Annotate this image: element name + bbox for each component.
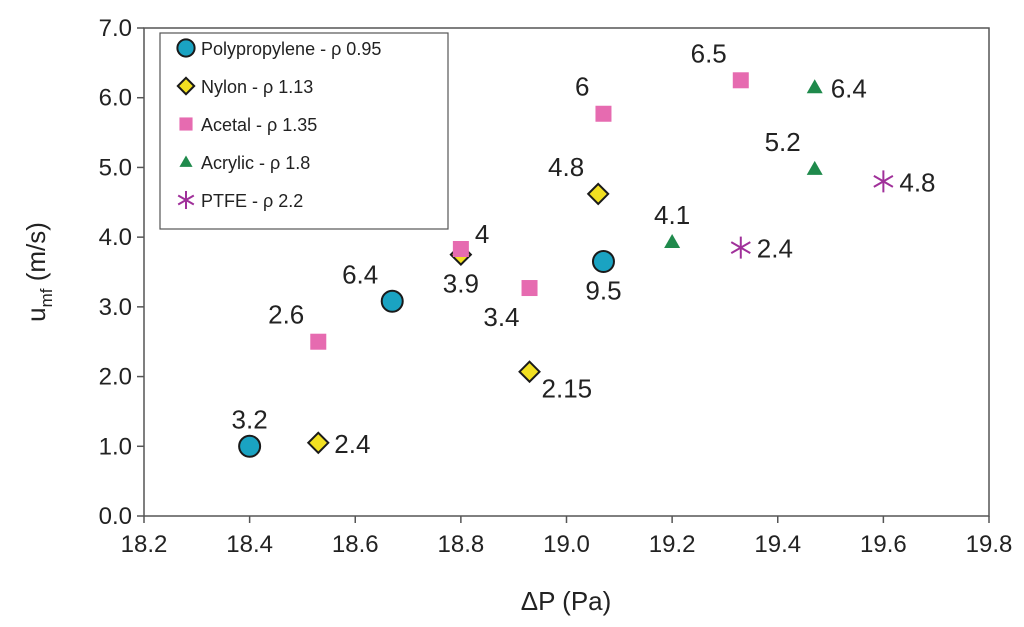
x-tick-label: 19.6 bbox=[860, 531, 907, 558]
y-axis-title-base: u bbox=[21, 307, 51, 321]
x-tick-label: 19.8 bbox=[966, 531, 1013, 558]
y-axis-title-suffix: (m/s) bbox=[21, 222, 51, 288]
data-label: 5.2 bbox=[765, 127, 801, 157]
data-label: 4.8 bbox=[548, 152, 584, 182]
data-labels: 3.2 6.4 9.5 2.4 3.9 2.15 4.8 2.6 4 3.4 6 6.5 4.1 5.2 6… bbox=[232, 38, 936, 459]
legend-marker-asterisk bbox=[177, 190, 195, 210]
data-label: 9.5 bbox=[585, 276, 621, 306]
x-tick-label: 19.2 bbox=[649, 531, 696, 558]
y-axis-title: umf (m/s) bbox=[21, 222, 56, 322]
data-point-diamond bbox=[518, 360, 541, 384]
y-tick-label: 4.0 bbox=[99, 224, 132, 251]
x-tick-label: 18.4 bbox=[226, 531, 273, 558]
legend-marker-triangle bbox=[179, 155, 193, 167]
data-label: 6.4 bbox=[831, 73, 867, 103]
y-tick-label: 6.0 bbox=[99, 85, 132, 112]
legend-box bbox=[159, 32, 449, 230]
y-tick-label: 2.0 bbox=[99, 364, 132, 391]
legend-entry-label: Acrylic - ρ 1.8 bbox=[201, 153, 310, 173]
data-marks bbox=[238, 72, 894, 458]
data-point-diamond bbox=[306, 431, 330, 455]
data-label: 6 bbox=[575, 72, 589, 102]
data-point-asterisk bbox=[730, 236, 751, 259]
legend-entry-label: PTFE - ρ 2.2 bbox=[201, 191, 303, 211]
data-point-triangle bbox=[806, 79, 823, 94]
legend-marker-diamond bbox=[176, 76, 196, 96]
data-label: 2.15 bbox=[542, 374, 593, 404]
data-label: 2.6 bbox=[268, 300, 304, 330]
x-tick-label: 19.0 bbox=[543, 531, 590, 558]
y-axis-title-subscript: mf bbox=[37, 288, 56, 307]
data-point-square bbox=[595, 105, 612, 122]
x-axis-title: ΔP (Pa) bbox=[521, 586, 612, 616]
data-label: 4.8 bbox=[899, 167, 935, 197]
y-tick-label: 3.0 bbox=[99, 294, 132, 321]
y-tick-label: 1.0 bbox=[99, 433, 132, 460]
data-point-circle bbox=[238, 434, 262, 458]
legend: Polypropylene - ρ 0.95 Nylon - ρ 1.13 Acet… bbox=[159, 32, 449, 230]
data-point-circle bbox=[591, 250, 615, 274]
x-axis: 18.2 18.4 18.6 18.8 19.0 19.2 19.4 19.6 19.8 bbox=[121, 516, 1013, 558]
data-point-square bbox=[452, 240, 469, 257]
data-point-square bbox=[521, 280, 538, 297]
data-label: 2.4 bbox=[757, 234, 793, 264]
data-label: 3.2 bbox=[232, 404, 268, 434]
data-point-asterisk bbox=[873, 170, 894, 193]
data-label: 3.4 bbox=[483, 302, 519, 332]
data-point-triangle bbox=[664, 234, 681, 249]
data-label: 4.1 bbox=[654, 200, 690, 230]
y-tick-label: 7.0 bbox=[99, 15, 132, 42]
legend-entry-label: Acetal - ρ 1.35 bbox=[201, 115, 317, 135]
x-tick-label: 18.8 bbox=[438, 531, 485, 558]
x-tick-label: 18.2 bbox=[121, 531, 168, 558]
data-point-square bbox=[732, 72, 749, 89]
data-point-triangle bbox=[806, 160, 823, 175]
data-label: 4 bbox=[475, 219, 489, 249]
legend-marker-square bbox=[179, 117, 193, 131]
y-tick-label: 5.0 bbox=[99, 154, 132, 181]
x-tick-label: 18.6 bbox=[332, 531, 379, 558]
legend-marker-circle bbox=[176, 38, 196, 58]
x-tick-label: 19.4 bbox=[754, 531, 801, 558]
y-axis: 0.0 1.0 2.0 3.0 4.0 5.0 6.0 7.0 bbox=[99, 15, 144, 530]
data-point-square bbox=[310, 333, 327, 350]
legend-entry-label: Polypropylene - ρ 0.95 bbox=[201, 39, 381, 59]
data-label: 6.5 bbox=[691, 38, 727, 68]
legend-entry-label: Nylon - ρ 1.13 bbox=[201, 77, 313, 97]
data-label: 3.9 bbox=[443, 269, 479, 299]
data-label: 6.4 bbox=[342, 259, 378, 289]
data-label: 2.4 bbox=[334, 429, 370, 459]
data-point-circle bbox=[380, 289, 404, 313]
y-tick-label: 0.0 bbox=[99, 503, 132, 530]
data-point-diamond bbox=[586, 182, 610, 206]
